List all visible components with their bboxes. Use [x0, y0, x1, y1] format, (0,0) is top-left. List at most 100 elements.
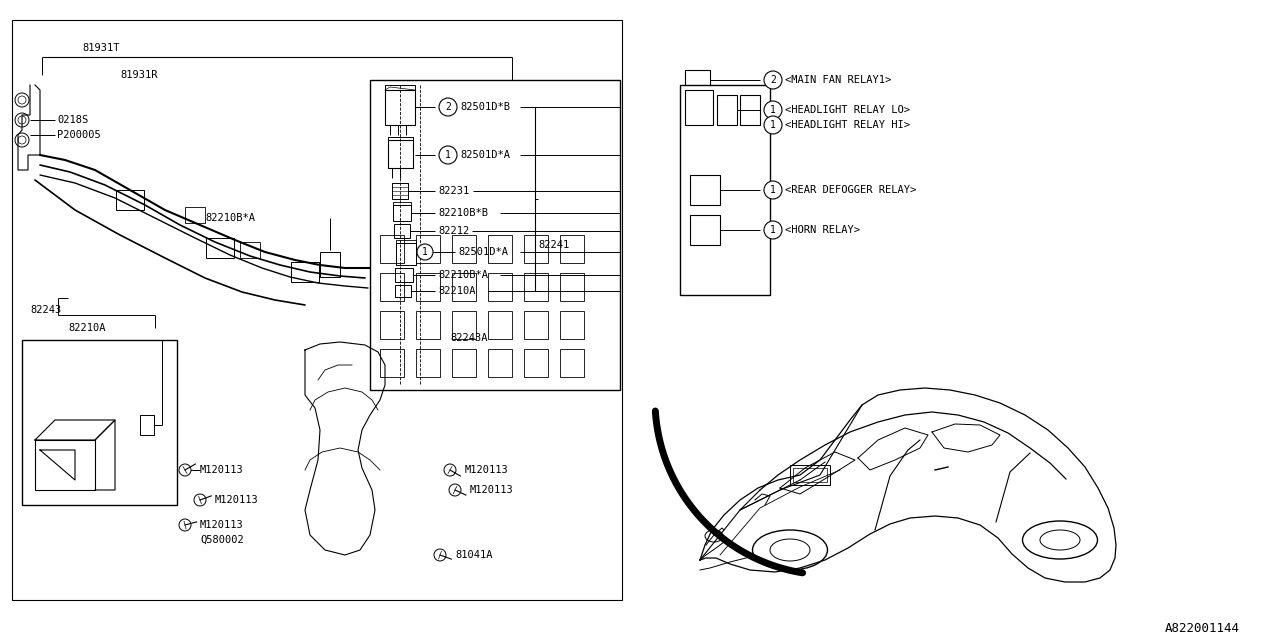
Text: M120113: M120113 — [215, 495, 259, 505]
Bar — [388, 140, 413, 168]
Text: 1: 1 — [771, 225, 776, 235]
Bar — [680, 85, 771, 295]
Text: 1: 1 — [771, 105, 776, 115]
Circle shape — [18, 96, 26, 104]
Text: 1: 1 — [422, 247, 428, 257]
Ellipse shape — [771, 539, 810, 561]
Circle shape — [764, 181, 782, 199]
Bar — [690, 175, 721, 205]
Text: 82212: 82212 — [438, 226, 470, 236]
Bar — [452, 273, 476, 301]
Text: 82241: 82241 — [538, 240, 570, 250]
Text: 81931R: 81931R — [120, 70, 157, 80]
Text: P200005: P200005 — [58, 130, 101, 140]
Bar — [396, 285, 411, 297]
Bar — [416, 311, 440, 339]
Circle shape — [764, 71, 782, 89]
Text: <MAIN FAN RELAY1>: <MAIN FAN RELAY1> — [785, 75, 891, 85]
Circle shape — [439, 146, 457, 164]
Circle shape — [764, 221, 782, 239]
Text: 82210A: 82210A — [68, 323, 105, 333]
Bar — [488, 349, 512, 377]
Circle shape — [179, 464, 191, 476]
Bar — [396, 243, 416, 265]
Text: 82501D*A: 82501D*A — [460, 150, 509, 160]
Text: 0218S: 0218S — [58, 115, 88, 125]
Circle shape — [15, 113, 29, 127]
Circle shape — [449, 484, 461, 496]
Bar — [717, 95, 737, 125]
Text: 81931T: 81931T — [82, 43, 119, 53]
Bar — [394, 224, 410, 238]
Circle shape — [179, 519, 191, 531]
Bar — [416, 349, 440, 377]
Bar — [690, 215, 721, 245]
Bar — [206, 238, 234, 258]
Ellipse shape — [753, 530, 827, 570]
Text: 82501D*B: 82501D*B — [460, 102, 509, 112]
Text: 82501D*A: 82501D*A — [458, 247, 508, 257]
Text: 81041A: 81041A — [454, 550, 493, 560]
Bar — [392, 183, 408, 199]
Circle shape — [439, 98, 457, 116]
Text: 82210B*A: 82210B*A — [205, 213, 255, 223]
Bar — [561, 311, 584, 339]
Text: 82210B*A: 82210B*A — [438, 270, 488, 280]
Text: M120113: M120113 — [200, 465, 243, 475]
Circle shape — [195, 494, 206, 506]
Text: M120113: M120113 — [470, 485, 513, 495]
Bar — [416, 273, 440, 301]
Circle shape — [18, 116, 26, 124]
Bar — [794, 468, 827, 482]
Circle shape — [15, 133, 29, 147]
Text: 1: 1 — [445, 150, 451, 160]
Text: 2: 2 — [445, 102, 451, 112]
Text: 1: 1 — [771, 120, 776, 130]
Bar — [740, 95, 760, 125]
Bar — [116, 190, 145, 210]
Ellipse shape — [705, 530, 723, 542]
Bar — [524, 311, 548, 339]
Bar — [488, 235, 512, 263]
Text: Q580002: Q580002 — [200, 535, 243, 545]
Bar — [416, 235, 440, 263]
Text: <REAR DEFOGGER RELAY>: <REAR DEFOGGER RELAY> — [785, 185, 916, 195]
Circle shape — [417, 244, 433, 260]
Circle shape — [764, 101, 782, 119]
Text: 82210A: 82210A — [438, 286, 475, 296]
Circle shape — [444, 464, 456, 476]
Ellipse shape — [1023, 521, 1097, 559]
Bar — [524, 349, 548, 377]
Text: <HEADLIGHT RELAY HI>: <HEADLIGHT RELAY HI> — [785, 120, 910, 130]
Bar — [685, 90, 713, 125]
Bar — [380, 311, 404, 339]
Bar — [140, 415, 154, 435]
Bar — [241, 242, 260, 258]
Text: 1: 1 — [771, 185, 776, 195]
Bar — [320, 252, 340, 277]
Circle shape — [434, 549, 445, 561]
Bar — [452, 235, 476, 263]
Text: 82231: 82231 — [438, 186, 470, 196]
Bar — [488, 273, 512, 301]
Bar — [291, 262, 319, 282]
Text: 82210B*B: 82210B*B — [438, 208, 488, 218]
Bar — [396, 268, 413, 282]
Circle shape — [18, 136, 26, 144]
Bar — [561, 273, 584, 301]
Circle shape — [15, 93, 29, 107]
Text: <HEADLIGHT RELAY LO>: <HEADLIGHT RELAY LO> — [785, 105, 910, 115]
Bar — [12, 20, 622, 600]
Bar — [380, 349, 404, 377]
Text: A822001144: A822001144 — [1165, 621, 1240, 634]
Bar — [524, 235, 548, 263]
Bar — [393, 205, 411, 221]
Text: 82243A: 82243A — [451, 333, 488, 343]
Bar — [452, 349, 476, 377]
Bar — [22, 340, 177, 505]
Text: M120113: M120113 — [200, 520, 243, 530]
Circle shape — [764, 116, 782, 134]
Bar — [385, 90, 415, 125]
Bar — [452, 311, 476, 339]
Bar — [380, 235, 404, 263]
